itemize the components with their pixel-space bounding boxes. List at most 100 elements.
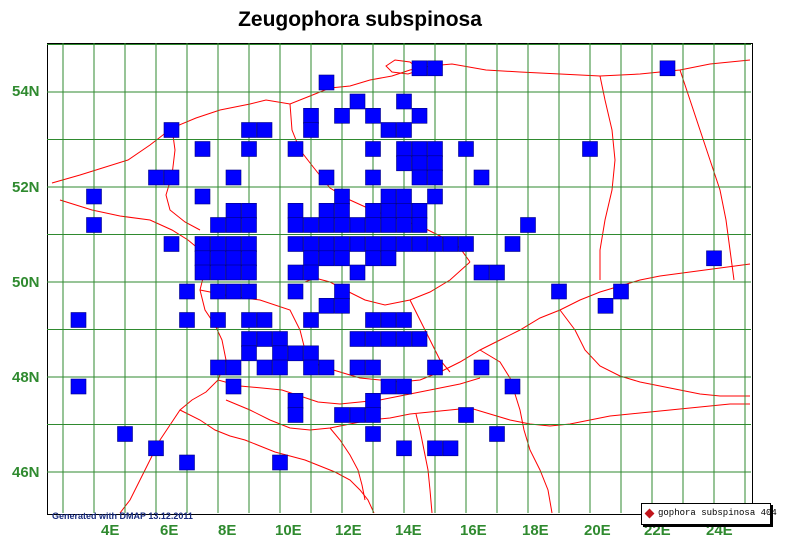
record-cell xyxy=(380,122,397,138)
record-cell xyxy=(411,236,428,252)
record-cells xyxy=(70,60,722,471)
record-cell xyxy=(411,141,428,157)
record-cell xyxy=(287,283,304,300)
record-cell xyxy=(365,312,381,328)
record-cell xyxy=(287,392,304,409)
record-cell xyxy=(396,331,412,347)
record-cell xyxy=(225,283,242,300)
lon-label: 10E xyxy=(275,522,302,539)
credit-text: Generated with DMAP 13.12.2011 xyxy=(52,511,193,521)
record-cell xyxy=(442,440,459,457)
record-cell xyxy=(442,236,459,252)
record-cell xyxy=(365,331,381,347)
record-cell xyxy=(225,378,242,395)
record-cell xyxy=(380,203,397,219)
record-cell xyxy=(303,108,319,124)
record-cell xyxy=(241,250,257,267)
record-cell xyxy=(117,426,133,442)
record-cell xyxy=(225,359,242,376)
record-cell xyxy=(411,331,428,347)
record-cell xyxy=(349,331,366,347)
record-cell xyxy=(241,141,257,157)
record-cell xyxy=(582,141,598,157)
lon-label: 6E xyxy=(160,522,179,539)
record-cell xyxy=(365,250,381,267)
record-cell xyxy=(396,312,412,328)
record-cell xyxy=(179,283,195,300)
record-cell xyxy=(349,93,366,110)
record-cell xyxy=(194,264,211,281)
record-cell xyxy=(380,312,397,328)
lat-label: 48N xyxy=(12,369,40,386)
record-cell xyxy=(318,169,335,186)
record-cell xyxy=(365,169,381,186)
record-cell xyxy=(396,93,412,110)
map-title: Zeugophora subspinosa xyxy=(238,8,482,31)
record-cell xyxy=(380,331,397,347)
record-cell xyxy=(396,122,412,138)
lon-label: 22E xyxy=(644,522,671,539)
record-cell xyxy=(303,264,319,281)
record-cell xyxy=(520,217,536,233)
record-cell xyxy=(241,122,257,138)
record-cell xyxy=(148,169,164,186)
record-cell xyxy=(396,188,412,205)
lat-label: 50N xyxy=(12,274,40,291)
record-cell xyxy=(489,264,505,281)
record-cell xyxy=(334,283,350,300)
record-cell xyxy=(396,141,412,157)
record-cell xyxy=(380,188,397,205)
record-cell xyxy=(396,217,412,233)
legend-label: gophora subspinosa 404 xyxy=(658,508,777,518)
record-cell xyxy=(334,217,350,233)
record-cell xyxy=(194,236,211,252)
record-cell xyxy=(349,407,366,423)
record-cell xyxy=(303,359,319,376)
record-cell xyxy=(148,440,164,457)
lon-label: 8E xyxy=(218,522,237,539)
record-cell xyxy=(473,169,490,186)
record-cell xyxy=(349,236,366,252)
record-cell xyxy=(287,264,304,281)
record-cell xyxy=(303,122,319,138)
record-cell xyxy=(380,250,397,267)
record-cell xyxy=(334,203,350,219)
record-cell xyxy=(256,312,273,328)
record-cell xyxy=(225,250,242,267)
record-cell xyxy=(287,217,304,233)
lon-label: 14E xyxy=(395,522,422,539)
record-cell xyxy=(303,217,319,233)
record-cell xyxy=(318,250,335,267)
record-cell xyxy=(318,297,335,314)
record-cell xyxy=(241,283,257,300)
record-cell xyxy=(225,236,242,252)
record-cell xyxy=(427,188,443,205)
record-cell xyxy=(287,407,304,423)
record-cell xyxy=(504,378,521,395)
record-cell xyxy=(70,378,87,395)
record-cell xyxy=(287,141,304,157)
lat-label: 46N xyxy=(12,464,40,481)
record-cell xyxy=(225,169,242,186)
record-cell xyxy=(225,264,242,281)
lon-label: 24E xyxy=(706,522,733,539)
record-cell xyxy=(225,217,242,233)
record-marker-icon xyxy=(644,508,655,519)
record-cell xyxy=(303,250,319,267)
record-cell xyxy=(396,155,412,172)
record-cell xyxy=(210,312,226,328)
record-cell xyxy=(427,169,443,186)
record-cell xyxy=(70,312,87,328)
record-cell xyxy=(179,312,195,328)
record-cell xyxy=(396,203,412,219)
lon-label: 4E xyxy=(101,522,120,539)
record-cell xyxy=(659,60,676,77)
record-cell xyxy=(241,264,257,281)
record-cell xyxy=(473,359,490,376)
record-cell xyxy=(396,440,412,457)
record-cell xyxy=(241,331,257,347)
map-frame xyxy=(47,43,753,515)
record-cell xyxy=(272,359,288,376)
record-cell xyxy=(86,217,102,233)
